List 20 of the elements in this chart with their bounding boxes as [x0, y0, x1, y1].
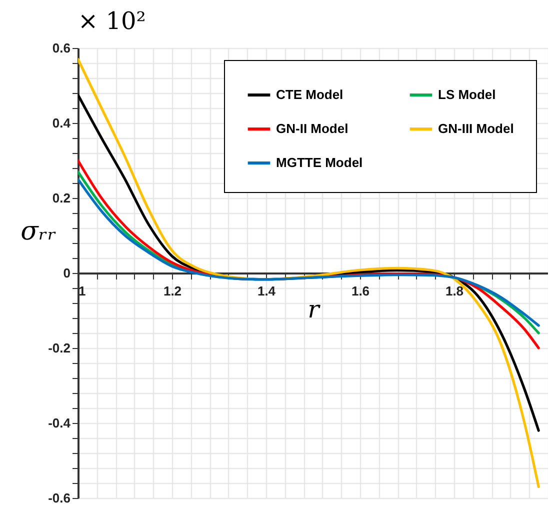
- y-tick-label: 0.2: [52, 190, 70, 206]
- y-tick-label: -0.6: [48, 490, 70, 506]
- legend-label: MGTTE Model: [276, 155, 363, 170]
- legend-label: CTE Model: [276, 87, 344, 102]
- y-axis-title: σᵣᵣ: [20, 216, 56, 246]
- x-tick-label: 1.4: [257, 284, 276, 298]
- y-tick-label: -0.2: [48, 340, 70, 356]
- x-tick-label: 1.8: [445, 284, 464, 298]
- y-tick-label: -0.4: [48, 416, 72, 430]
- y-tick-label: 0.6: [52, 40, 70, 56]
- x-axis-title: r: [308, 296, 321, 324]
- legend-label: LS Model: [438, 87, 496, 102]
- legend-label: GN-II Model: [276, 121, 348, 136]
- chart-title: × 10²: [78, 7, 146, 35]
- x-tick-label: 1.6: [351, 284, 370, 298]
- y-tick-label: 0.4: [52, 116, 72, 130]
- legend-label: GN-III Model: [438, 121, 514, 136]
- y-tick-label: 0: [63, 266, 70, 280]
- x-tick-label: 1.2: [163, 284, 182, 298]
- x-tick-label: 1: [78, 284, 86, 298]
